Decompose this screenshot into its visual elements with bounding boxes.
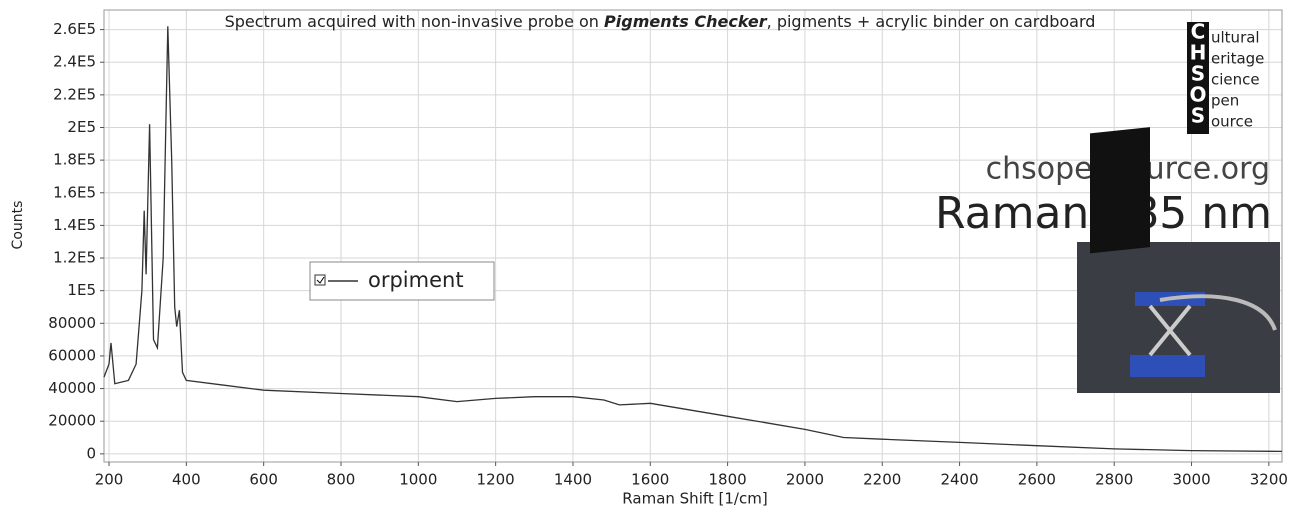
logo-word: ultural [1211,29,1260,47]
logo-word: cience [1211,71,1260,89]
logo-word: pen [1211,92,1239,110]
grid [104,10,1282,462]
y-tick-label: 1.6E5 [53,183,96,201]
x-tick-label: 600 [249,471,278,489]
x-tick-label: 1600 [631,471,669,489]
title-emphasis: Pigments Checker [604,12,768,31]
y-tick-label: 1.8E5 [53,151,96,169]
x-tick-label: 1000 [399,471,437,489]
y-tick-label: 40000 [48,379,96,397]
x-tick-label: 200 [95,471,124,489]
y-tick-label: 1E5 [67,281,96,299]
legend: orpiment [309,261,495,301]
x-tick-label: 3000 [1172,471,1210,489]
x-tick-label: 2400 [940,471,978,489]
spectrum-line [103,26,1283,453]
plot-frame [103,9,1283,463]
chart-title: Spectrum acquired with non-invasive prob… [225,12,1096,31]
logo-word: eritage [1211,50,1264,68]
legend-checkbox[interactable] [314,274,326,286]
photo [1077,127,1280,393]
x-tick-label: 2600 [1018,471,1056,489]
x-tick-label: 400 [172,471,201,489]
y-tick-label: 2.6E5 [53,20,96,38]
y-tick-label: 1.4E5 [53,216,96,234]
y-tick-label: 2E5 [67,118,96,136]
legend-check [316,276,325,284]
x-tick-label: 3200 [1250,471,1288,489]
y-tick-label: 80000 [48,314,96,332]
title-part: , pigments + acrylic binder on cardboard [767,12,1096,31]
photo-probe [1159,294,1277,331]
logo-letter: S [1191,62,1205,86]
logo-letter: O [1189,83,1206,107]
y-tick-label: 2.2E5 [53,85,96,103]
logo-letter: H [1190,41,1207,65]
title-part: Spectrum acquired with non-invasive prob… [225,12,604,31]
x-axis-label: Raman Shift [1/cm] [622,490,767,508]
x-tick-label: 1400 [554,471,592,489]
logo-letter: S [1191,104,1205,128]
x-tick-label: 2200 [863,471,901,489]
x-tick-label: 1200 [477,471,515,489]
y-tick-label: 60000 [48,346,96,364]
photo-scissor [1148,304,1192,357]
legend-label: orpiment [368,268,464,292]
y-axis-label: Counts [10,201,26,250]
y-tick-label: 2.4E5 [53,53,96,71]
y-tick-label: 1.2E5 [53,249,96,267]
photo-board [1090,127,1150,254]
y-tick-label: 0 [86,444,96,462]
x-tick-label: 2000 [786,471,824,489]
logo-bar [1187,22,1209,134]
logo-word: ource [1211,113,1253,131]
x-tick-label: 800 [327,471,356,489]
logo-letter: C [1191,20,1206,44]
x-tick-label: 2800 [1095,471,1133,489]
photo-base [1130,355,1205,377]
y-tick-label: 20000 [48,412,96,430]
x-tick-label: 1800 [709,471,747,489]
